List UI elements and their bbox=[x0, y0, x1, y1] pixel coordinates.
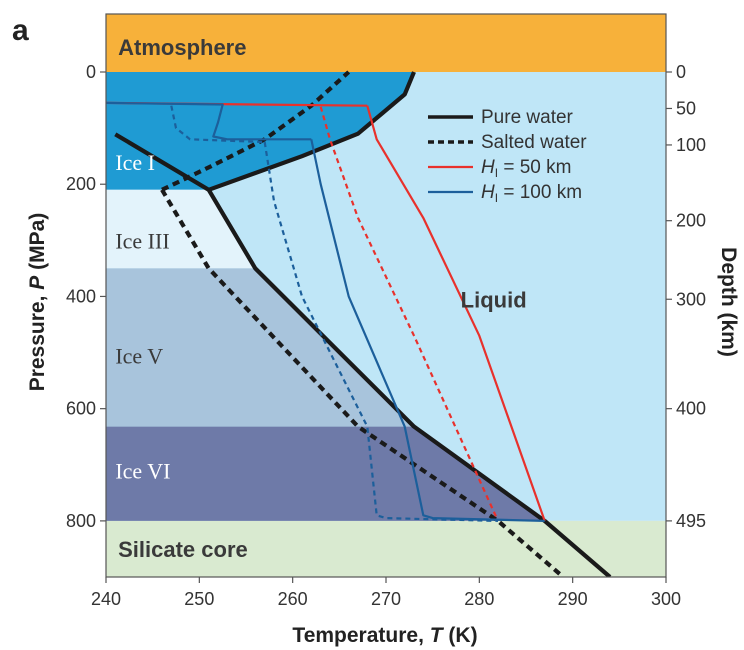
region-labels: Atmosphere Ice I Ice III Ice V Ice VI Silicat… bbox=[115, 35, 526, 562]
y-tick-label: 800 bbox=[66, 511, 96, 531]
legend-text: = 100 km bbox=[498, 182, 582, 203]
legend-var: H bbox=[481, 182, 495, 203]
series-line-h100-9 bbox=[170, 105, 265, 144]
region-label-core: Silicate core bbox=[118, 537, 248, 562]
y2-tick-label: 495 bbox=[676, 511, 706, 531]
region-label-ice5: Ice V bbox=[115, 343, 163, 368]
y-axis-label-unit: (MPa) bbox=[26, 213, 49, 276]
x-tick-label: 290 bbox=[558, 589, 588, 609]
x-tick-label: 280 bbox=[464, 589, 494, 609]
y2-tick-label: 400 bbox=[676, 399, 706, 419]
y2-tick-label: 300 bbox=[676, 289, 706, 309]
x-axis-label-main: Temperature, bbox=[292, 624, 429, 647]
phase-regions bbox=[106, 14, 666, 577]
region-label-ice6: Ice VI bbox=[115, 458, 170, 483]
y2-tick-label: 50 bbox=[676, 98, 696, 118]
series-line-h50-5 bbox=[366, 105, 546, 522]
series-line-h100-7 bbox=[106, 101, 312, 141]
region-atmosphere bbox=[106, 14, 666, 72]
legend-label-h100: HI = 100 km bbox=[481, 182, 582, 205]
x-axis-label-var: T bbox=[430, 624, 445, 647]
axes: 240 250 260 270 280 290 300 0 200 400 600 800 0 50 100… bbox=[66, 62, 706, 609]
region-label-ice3: Ice III bbox=[115, 228, 169, 253]
legend-label-pure: Pure water bbox=[481, 107, 574, 128]
y2-tick-label: 0 bbox=[676, 62, 686, 82]
y2-axis-label: Depth (km) bbox=[717, 247, 740, 357]
legend-sub: I bbox=[495, 191, 498, 205]
series-line-pure-1 bbox=[207, 71, 416, 192]
region-ice5 bbox=[106, 268, 414, 427]
series-line-h100-8 bbox=[310, 139, 545, 522]
legend-var: H bbox=[481, 157, 495, 178]
x-tick-label: 300 bbox=[651, 589, 681, 609]
region-label-ice1: Ice I bbox=[115, 150, 155, 175]
series-lines bbox=[106, 70, 612, 577]
x-axis-label: Temperature, T (K) bbox=[292, 624, 477, 647]
y-tick-label: 400 bbox=[66, 286, 96, 306]
region-ice1 bbox=[106, 72, 414, 190]
x-tick-label: 270 bbox=[371, 589, 401, 609]
y2-tick-label: 200 bbox=[676, 211, 706, 231]
y2-tick-label: 100 bbox=[676, 135, 706, 155]
legend-label-h50: HI = 50 km bbox=[481, 157, 571, 180]
legend-label-salted: Salted water bbox=[481, 132, 587, 153]
legend-sub: I bbox=[495, 166, 498, 180]
series-line-salted-2 bbox=[160, 188, 565, 577]
y-axis-label: Pressure, P (MPa) bbox=[26, 213, 49, 392]
panel-label: a bbox=[12, 14, 29, 47]
series-line-pure-0 bbox=[114, 132, 612, 577]
y-axis-label-main: Pressure, bbox=[26, 290, 49, 392]
y-axis-label-var: P bbox=[26, 275, 49, 290]
region-core bbox=[106, 520, 666, 577]
region-label-liquid: Liquid bbox=[461, 287, 527, 312]
region-label-atmosphere: Atmosphere bbox=[118, 35, 246, 60]
y-tick-label: 0 bbox=[86, 62, 96, 82]
legend-text: = 50 km bbox=[498, 157, 571, 178]
series-line-h50-6 bbox=[319, 106, 500, 522]
x-tick-label: 250 bbox=[184, 589, 214, 609]
y-tick-label: 600 bbox=[66, 399, 96, 419]
y-tick-label: 200 bbox=[66, 174, 96, 194]
x-axis-label-unit: (K) bbox=[443, 624, 478, 647]
x-tick-label: 260 bbox=[278, 589, 308, 609]
x-tick-label: 240 bbox=[91, 589, 121, 609]
region-ice6 bbox=[106, 426, 545, 521]
